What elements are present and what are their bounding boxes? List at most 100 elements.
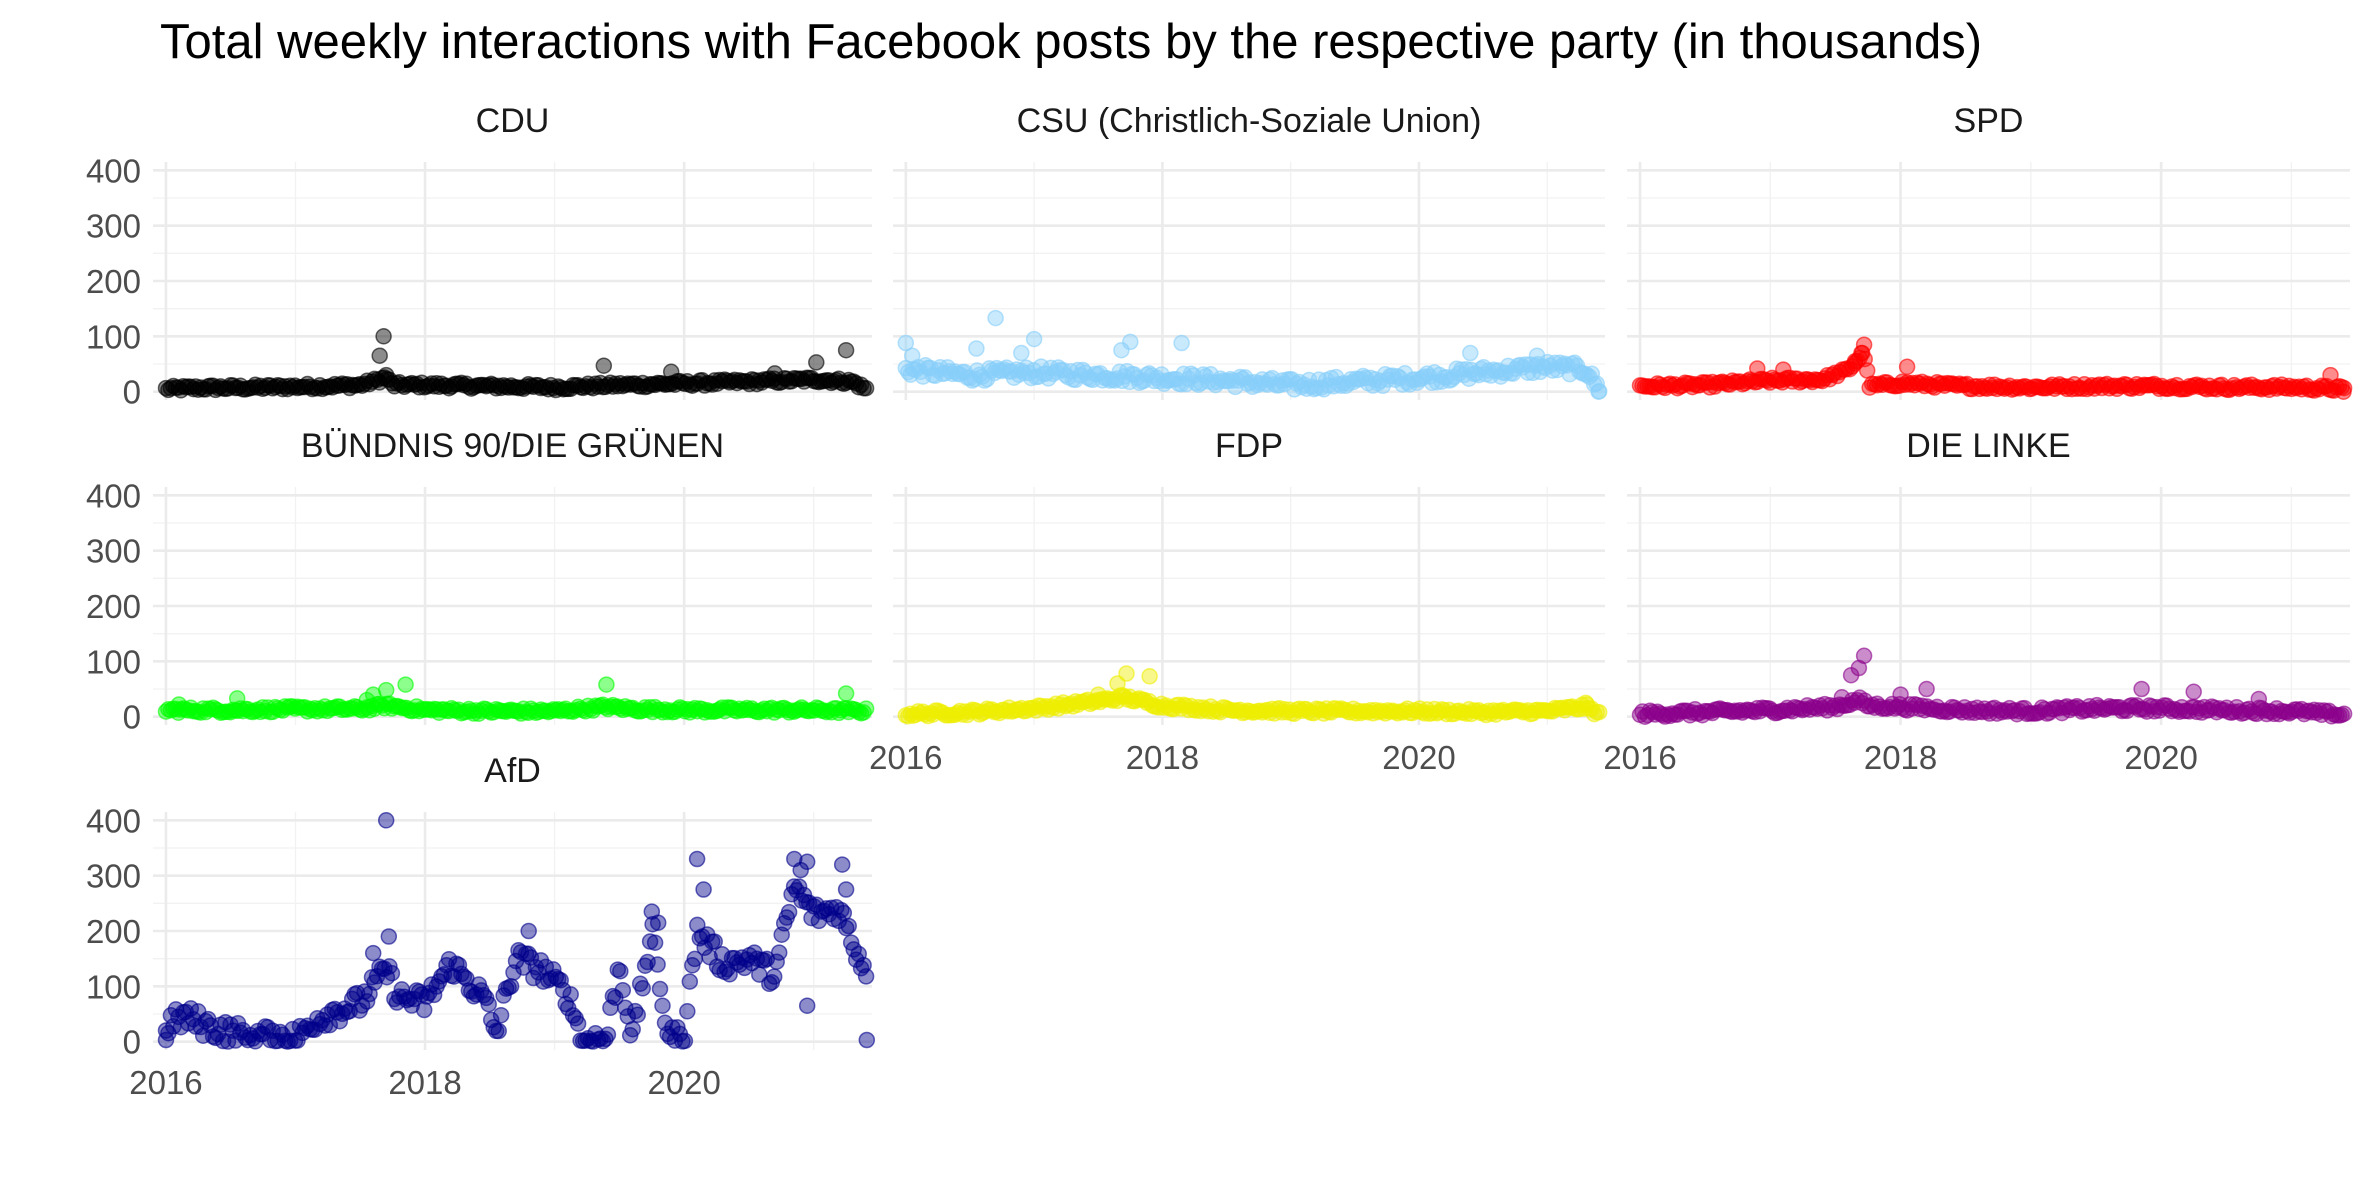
data-point — [780, 903, 798, 921]
data-point — [552, 971, 569, 989]
y-tick-label: 100 — [86, 318, 141, 355]
y-tick-label: 400 — [86, 802, 141, 839]
data-point — [1833, 689, 1851, 706]
data-point — [837, 919, 855, 937]
data-point — [770, 944, 788, 961]
data-point — [1013, 344, 1030, 362]
data-point — [798, 853, 816, 871]
data-point — [592, 1030, 609, 1047]
data-point — [170, 696, 188, 713]
data-point — [837, 341, 855, 359]
data-point — [1113, 341, 1130, 359]
data-point — [857, 700, 875, 717]
panel-title: DIE LINKE — [1906, 427, 2070, 465]
x-tick-label: 2020 — [647, 1064, 720, 1101]
data-point — [639, 953, 656, 971]
data-point — [1173, 334, 1190, 352]
panel-title: SPD — [1954, 102, 2024, 140]
data-point — [903, 347, 921, 364]
y-tick-label: 400 — [86, 152, 141, 189]
data-point — [1141, 668, 1158, 685]
data-point — [1025, 330, 1043, 348]
data-point — [857, 968, 875, 985]
y-tick-label: 100 — [86, 968, 141, 1005]
data-point — [375, 328, 392, 345]
data-point — [228, 690, 246, 707]
x-tick-label: 2020 — [2124, 739, 2197, 776]
data-point — [765, 968, 783, 985]
data-point — [837, 881, 855, 898]
y-tick-label: 300 — [86, 208, 141, 245]
data-point — [1462, 344, 1479, 362]
data-point — [681, 973, 699, 990]
panel-csu-christlich-soziale-union-: CSU (Christlich-Soziale Union) — [893, 102, 1608, 400]
data-point — [713, 946, 731, 963]
x-tick-label: 2016 — [869, 739, 942, 776]
data-point — [569, 1015, 587, 1032]
data-point — [629, 1006, 646, 1024]
data-point — [1898, 358, 1916, 376]
data-point — [808, 354, 825, 371]
data-point — [1590, 383, 1607, 400]
data-point — [649, 956, 666, 973]
panel-title: BÜNDNIS 90/DIE GRÜNEN — [301, 427, 724, 465]
data-point — [1749, 360, 1766, 377]
data-point — [837, 685, 855, 702]
data-point — [492, 1006, 510, 1024]
data-point — [688, 850, 706, 868]
data-point — [646, 934, 664, 951]
data-point — [634, 980, 651, 997]
data-point — [397, 676, 414, 693]
data-point — [377, 681, 395, 699]
data-point — [2133, 680, 2150, 698]
x-tick-label: 2018 — [1126, 739, 1199, 776]
data-point — [2250, 690, 2268, 708]
panel-fdp: FDP 2016 2018 2020 — [869, 427, 1608, 776]
data-point — [1528, 347, 1546, 364]
panel-cdu: CDU 0 100 200 300 400 — [86, 102, 875, 411]
data-point — [520, 922, 537, 940]
data-point — [1090, 686, 1107, 703]
data-point — [1109, 675, 1126, 692]
y-tick-label: 200 — [86, 263, 141, 300]
data-point — [364, 944, 382, 962]
data-point — [649, 914, 667, 931]
data-point — [2185, 683, 2202, 701]
panel-b-ndnis-90-die-gr-nen: BÜNDNIS 90/DIE GRÜNEN 0 100 200 300 400 — [86, 427, 875, 736]
data-point — [2322, 366, 2339, 384]
data-point — [651, 980, 669, 998]
data-point — [766, 365, 784, 382]
data-point — [695, 881, 712, 898]
data-point — [214, 1032, 232, 1050]
data-point — [1577, 694, 1595, 712]
data-point — [2335, 705, 2353, 722]
data-point — [502, 978, 520, 995]
data-point — [1853, 344, 1870, 362]
data-point — [599, 1026, 617, 1043]
data-point — [377, 812, 395, 829]
y-tick-label: 0 — [123, 1024, 141, 1061]
data-point — [676, 1032, 694, 1050]
panel-afd: AfD 0 100 200 300 400 2016 2018 2020 — [86, 752, 876, 1101]
data-point — [987, 309, 1004, 327]
data-point — [1775, 361, 1792, 378]
data-point — [612, 962, 629, 980]
data-point — [564, 1007, 582, 1024]
data-point — [358, 691, 376, 709]
panel-spd: SPD — [1627, 102, 2353, 400]
data-point — [706, 933, 723, 950]
panel-title: AfD — [484, 752, 541, 790]
x-tick-label: 2018 — [1864, 739, 1937, 776]
data-point — [157, 1031, 175, 1049]
data-point — [679, 1003, 696, 1020]
data-point — [415, 1001, 433, 1019]
data-point — [1842, 666, 1860, 684]
data-point — [371, 347, 388, 364]
data-point — [857, 379, 875, 397]
y-tick-label: 400 — [86, 477, 141, 514]
x-tick-label: 2016 — [1603, 739, 1676, 776]
data-point — [595, 357, 613, 374]
data-point — [383, 964, 401, 982]
data-point — [833, 856, 851, 873]
